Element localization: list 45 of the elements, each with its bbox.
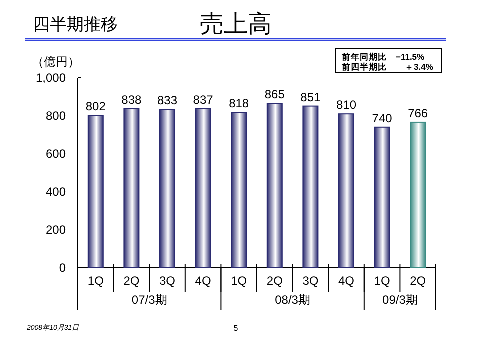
- bar: [124, 108, 140, 268]
- data-label: 766: [408, 106, 428, 120]
- bar: [302, 106, 319, 268]
- x-tick-label: 1Q: [231, 274, 248, 288]
- y-tick-label: 800: [46, 109, 66, 123]
- data-label: 833: [157, 94, 178, 108]
- y-tick-label: 400: [46, 185, 66, 199]
- text: 09/3期: [382, 293, 418, 307]
- chart-subtitle: 四半期推移: [33, 15, 118, 34]
- data-label: 851: [300, 90, 322, 104]
- bar: [231, 112, 248, 268]
- bar: [338, 114, 354, 268]
- text: 5: [234, 324, 239, 333]
- text: 前四半期比 ＋3.4%: [341, 62, 434, 72]
- data-label: 740: [372, 111, 393, 126]
- text: 08/3期: [275, 293, 310, 307]
- y-tick-label: 1,000: [36, 71, 66, 85]
- bar: [160, 109, 176, 268]
- text: 07/3期: [132, 293, 168, 307]
- chart-title: 売上高: [200, 11, 272, 38]
- x-tick-label: 2Q: [124, 274, 140, 288]
- data-label: 818: [229, 96, 250, 111]
- bar: [374, 126, 390, 268]
- y-tick-label: 200: [46, 223, 66, 237]
- y-tick-label: 0: [59, 261, 66, 275]
- x-tick-label: 2Q: [266, 274, 283, 288]
- data-label: 865: [264, 88, 286, 102]
- x-tick-label: 3Q: [159, 274, 176, 288]
- x-tick-label: 3Q: [302, 274, 319, 288]
- bar: [410, 122, 426, 268]
- data-label: 838: [122, 92, 142, 107]
- x-tick-label: 4Q: [195, 274, 212, 288]
- data-label: 810: [336, 98, 357, 112]
- bar: [266, 103, 283, 268]
- data-label: 802: [86, 100, 106, 114]
- x-tick-label: 4Q: [338, 274, 355, 288]
- x-tick-label: 2Q: [410, 274, 426, 288]
- text: 前年同期比 −11.5%: [341, 52, 426, 62]
- x-tick-label: 1Q: [88, 274, 104, 288]
- data-label: 837: [193, 92, 214, 107]
- bar: [195, 108, 212, 268]
- bar: [88, 115, 104, 268]
- y-tick-label: 600: [46, 147, 66, 161]
- y-axis-title: （億円）: [32, 55, 80, 69]
- x-tick-label: 1Q: [374, 274, 390, 288]
